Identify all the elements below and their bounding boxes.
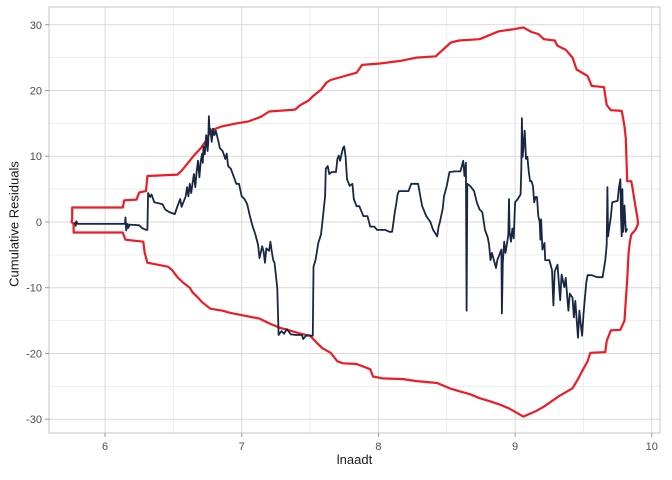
y-axis-title: Cumulative Residuals	[6, 161, 22, 287]
simulation-envelope	[70, 26, 640, 418]
cumulative-residual-process	[74, 115, 629, 340]
x-axis-title: lnaadt	[336, 452, 373, 467]
y-tick-label: -10	[26, 283, 42, 295]
y-tick-label: 20	[30, 85, 42, 97]
x-tick-label: 9	[512, 441, 518, 453]
y-tick-label: 10	[30, 151, 42, 163]
x-tick-label: 6	[102, 441, 108, 453]
panel-border	[48, 6, 661, 434]
x-tick-label: 7	[239, 441, 245, 453]
y-tick-label: 0	[36, 217, 42, 229]
y-tick-label: -30	[26, 414, 42, 426]
x-tick-label: 10	[646, 441, 658, 453]
plot-panel	[49, 7, 660, 433]
y-tick-label: 30	[30, 20, 42, 32]
y-tick-label: -20	[26, 348, 42, 360]
x-tick-label: 8	[375, 441, 381, 453]
